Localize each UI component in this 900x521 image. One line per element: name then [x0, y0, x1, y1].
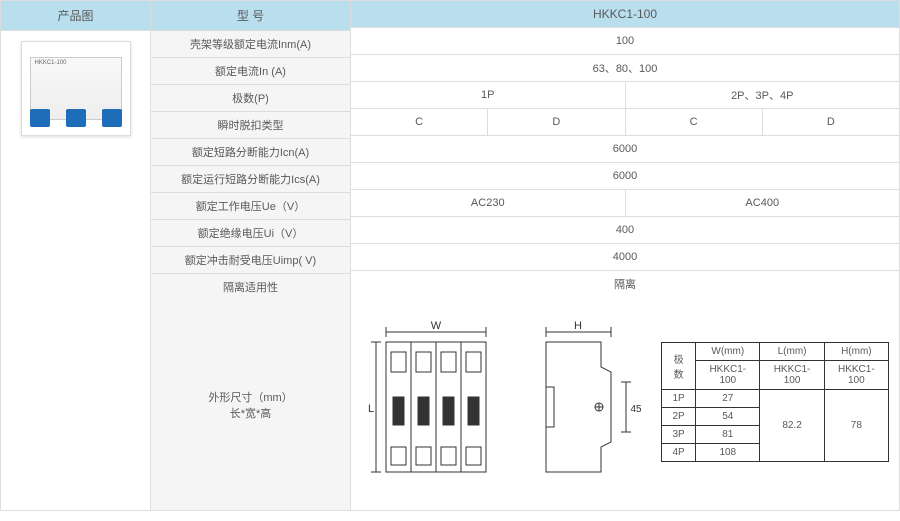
- dim-th-l: L(mm): [760, 343, 824, 361]
- spec-label: 额定冲击耐受电压Uimp( V): [151, 247, 350, 273]
- svg-text:45: 45: [630, 404, 641, 415]
- spec-label: 额定绝缘电压Ui（V）: [151, 220, 350, 246]
- spec-value: D: [487, 109, 624, 135]
- header-model-value: HKKC1-100: [351, 1, 899, 28]
- dimension-front-view: W L: [361, 317, 511, 487]
- spec-value: 6000: [351, 136, 899, 162]
- spec-value: C: [625, 109, 762, 135]
- spec-value: 4000: [351, 244, 899, 270]
- spec-value: D: [762, 109, 899, 135]
- spec-value: AC400: [625, 190, 900, 216]
- spec-label: 额定运行短路分断能力Ics(A): [151, 166, 350, 192]
- spec-value: 6000: [351, 163, 899, 189]
- dimension-section: W L H: [351, 297, 899, 507]
- spec-table: 产品图 HKKC1-100 型 号 壳架等级额定电流Inm(A)额定电流In (…: [0, 0, 900, 511]
- spec-value: C: [351, 109, 487, 135]
- svg-text:H: H: [574, 320, 582, 332]
- spec-label: 极数(P): [151, 85, 350, 111]
- spec-label: 额定短路分断能力Icn(A): [151, 139, 350, 165]
- dim-th-h: H(mm): [824, 343, 888, 361]
- breaker-illustration: HKKC1-100: [21, 41, 131, 136]
- value-column: HKKC1-100 10063、80、1001P2P、3P、4PCDCD6000…: [351, 1, 899, 510]
- spec-label: 瞬时脱扣类型: [151, 112, 350, 138]
- spec-value: 100: [351, 28, 899, 54]
- spec-value: 400: [351, 217, 899, 243]
- spec-label: 隔离适用性: [151, 274, 350, 300]
- spec-label: 壳架等级额定电流Inm(A): [151, 31, 350, 57]
- dim-th-w: W(mm): [696, 343, 760, 361]
- header-model: 型 号: [151, 1, 350, 31]
- spec-value: 隔离: [351, 271, 899, 297]
- spec-label: 额定电流In (A): [151, 58, 350, 84]
- spec-value: 2P、3P、4P: [625, 82, 900, 108]
- svg-text:L: L: [368, 403, 374, 415]
- dim-sub-l: HKKC1-100: [760, 361, 824, 390]
- dim-th-poles: 极数: [662, 343, 696, 390]
- dim-sub-w: HKKC1-100: [696, 361, 760, 390]
- spec-value: AC230: [351, 190, 625, 216]
- product-image-column: 产品图 HKKC1-100: [1, 1, 151, 510]
- dim-sub-h: HKKC1-100: [824, 361, 888, 390]
- svg-text:W: W: [431, 320, 442, 332]
- dimension-side-view: H 45: [531, 317, 641, 487]
- header-image: 产品图: [1, 1, 150, 31]
- spec-label: 额定工作电压Ue（V）: [151, 193, 350, 219]
- spec-value: 1P: [351, 82, 625, 108]
- spec-value: 63、80、100: [351, 55, 899, 81]
- dim-label: 外形尺寸（mm） 长*宽*高: [151, 300, 350, 510]
- dimension-table: 极数 W(mm) L(mm) H(mm) HKKC1-100 HKKC1-100…: [661, 342, 889, 462]
- label-column: 型 号 壳架等级额定电流Inm(A)额定电流In (A)极数(P)瞬时脱扣类型额…: [151, 1, 351, 510]
- product-image: HKKC1-100: [1, 31, 150, 146]
